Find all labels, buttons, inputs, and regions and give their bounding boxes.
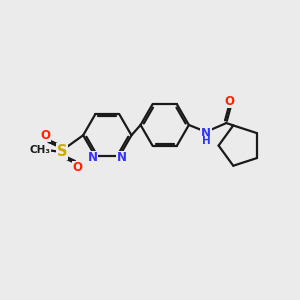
Text: O: O (41, 129, 51, 142)
Text: N: N (88, 151, 98, 164)
Text: N: N (201, 127, 211, 140)
Text: S: S (57, 144, 67, 159)
Text: O: O (73, 161, 82, 174)
Text: O: O (224, 94, 235, 108)
Text: N: N (117, 151, 127, 164)
Text: H: H (202, 136, 211, 146)
Text: CH₃: CH₃ (29, 145, 50, 155)
